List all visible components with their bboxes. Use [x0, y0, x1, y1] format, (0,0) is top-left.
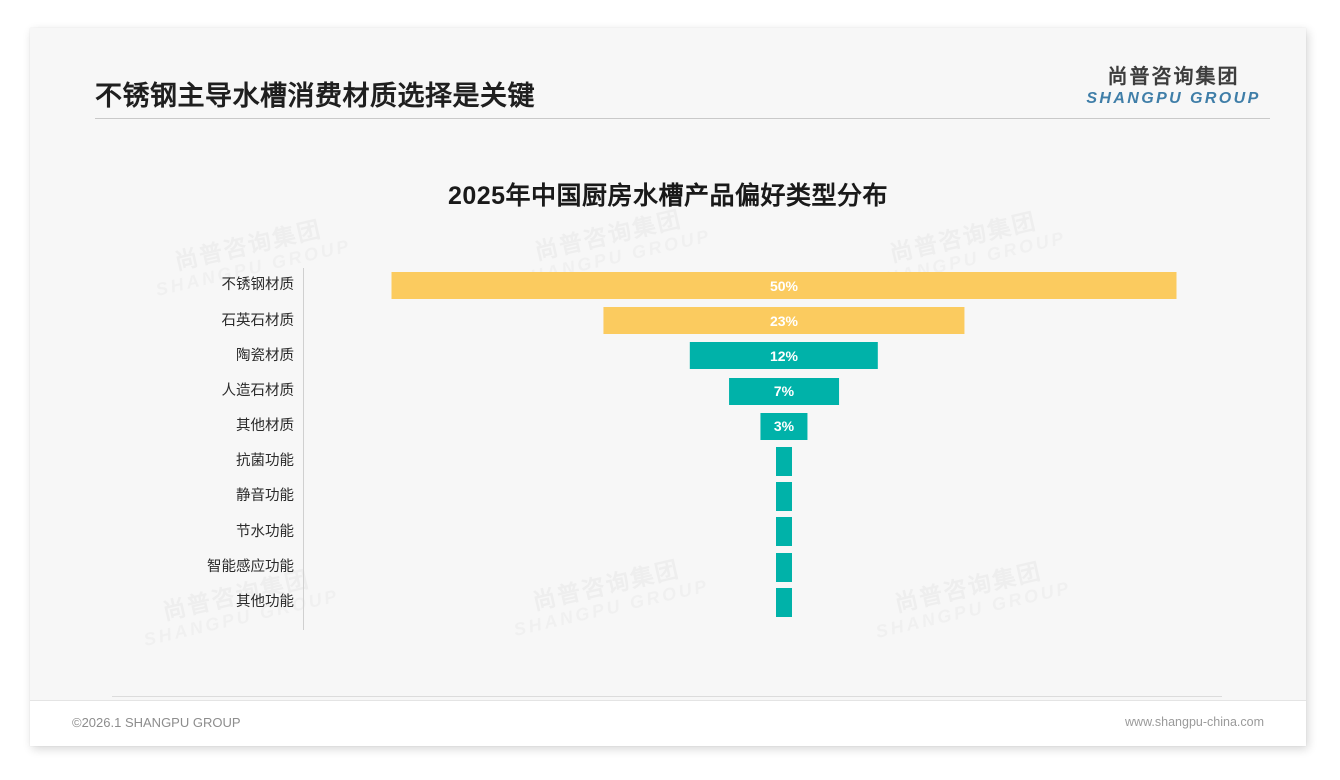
- bar-value-label: 7%: [773, 383, 795, 400]
- slide-canvas: 尚普咨询集团 SHANGPU GROUP 尚普咨询集团 SHANGPU GROU…: [30, 28, 1306, 746]
- chart-row: 其他材质 3%: [30, 409, 1306, 444]
- bar-track: [304, 585, 1264, 620]
- logo-en-text: SHANGPU GROUP: [1086, 90, 1261, 107]
- bar-rows: 不锈钢材质 50% 石英石材质 23% 陶瓷材质 12% 人造石材质 7% 其他材质 3% 抗菌功能…: [30, 268, 1306, 620]
- slide-header: 不锈钢主导水槽消费材质选择是关键 尚普咨询集团 SHANGPU GROUP: [30, 28, 1306, 120]
- category-label: 静音功能: [236, 488, 294, 505]
- category-axis-line: [303, 268, 304, 630]
- slide-footer: ©2026.1 SHANGPU GROUP www.shangpu-china.…: [30, 700, 1306, 746]
- category-label: 不锈钢材质: [221, 277, 295, 294]
- footer-website[interactable]: www.shangpu-china.com: [1125, 715, 1264, 729]
- brand-logo: 尚普咨询集团 SHANGPU GROUP: [1081, 66, 1266, 108]
- bar-7[interactable]: [776, 482, 792, 512]
- bar-3[interactable]: 12%: [689, 342, 879, 370]
- bar-track: [304, 550, 1264, 585]
- bar-track: 23%: [304, 303, 1264, 338]
- category-label: 节水功能: [236, 523, 294, 540]
- bar-9[interactable]: [776, 552, 792, 582]
- chart-row: 节水功能: [30, 514, 1306, 549]
- chart-row: 不锈钢材质 50%: [30, 268, 1306, 303]
- logo-cn-text: 尚普咨询集团: [1107, 66, 1240, 88]
- page-title: 不锈钢主导水槽消费材质选择是关键: [95, 81, 535, 111]
- bar-10[interactable]: [776, 587, 792, 617]
- header-divider: [95, 118, 1270, 119]
- bar-track: [304, 479, 1264, 514]
- bar-8[interactable]: [776, 517, 792, 547]
- footnote-divider: [112, 696, 1222, 697]
- bar-track: [304, 514, 1264, 549]
- chart-container: 2025年中国厨房水槽产品偏好类型分布 不锈钢材质 50% 石英石材质 23% 陶瓷材质…: [30, 128, 1306, 673]
- category-label: 石英石材质: [221, 312, 295, 329]
- bar-2[interactable]: 23%: [603, 307, 965, 335]
- bar-6[interactable]: [776, 447, 792, 477]
- bar-5[interactable]: 3%: [760, 412, 808, 440]
- bar-track: 3%: [304, 409, 1264, 444]
- bar-track: 7%: [304, 374, 1264, 409]
- category-label: 其他功能: [236, 594, 294, 611]
- bar-track: 12%: [304, 338, 1264, 373]
- category-label: 抗菌功能: [236, 453, 294, 470]
- bar-track: [304, 444, 1264, 479]
- chart-row: 抗菌功能: [30, 444, 1306, 479]
- category-label: 人造石材质: [221, 382, 295, 399]
- chart-row: 人造石材质 7%: [30, 374, 1306, 409]
- bar-4[interactable]: 7%: [729, 377, 839, 405]
- category-label: 陶瓷材质: [236, 347, 294, 364]
- bar-track: 50%: [304, 268, 1264, 303]
- bar-value-label: 50%: [769, 277, 799, 294]
- chart-row: 智能感应功能: [30, 550, 1306, 585]
- category-label: 智能感应功能: [207, 558, 294, 575]
- bar-value-label: 3%: [773, 418, 795, 435]
- category-label: 其他材质: [236, 418, 294, 435]
- chart-row: 静音功能: [30, 479, 1306, 514]
- chart-row: 石英石材质 23%: [30, 303, 1306, 338]
- chart-title: 2025年中国厨房水槽产品偏好类型分布: [447, 182, 889, 210]
- chart-row: 陶瓷材质 12%: [30, 338, 1306, 373]
- chart-row: 其他功能: [30, 585, 1306, 620]
- bar-value-label: 12%: [769, 347, 799, 364]
- chart-plot-area: 不锈钢材质 50% 石英石材质 23% 陶瓷材质 12% 人造石材质 7% 其他材质 3% 抗菌功能…: [30, 268, 1306, 638]
- footer-copyright: ©2026.1 SHANGPU GROUP: [72, 715, 241, 730]
- bar-value-label: 23%: [769, 312, 799, 329]
- bar-1[interactable]: 50%: [391, 272, 1177, 300]
